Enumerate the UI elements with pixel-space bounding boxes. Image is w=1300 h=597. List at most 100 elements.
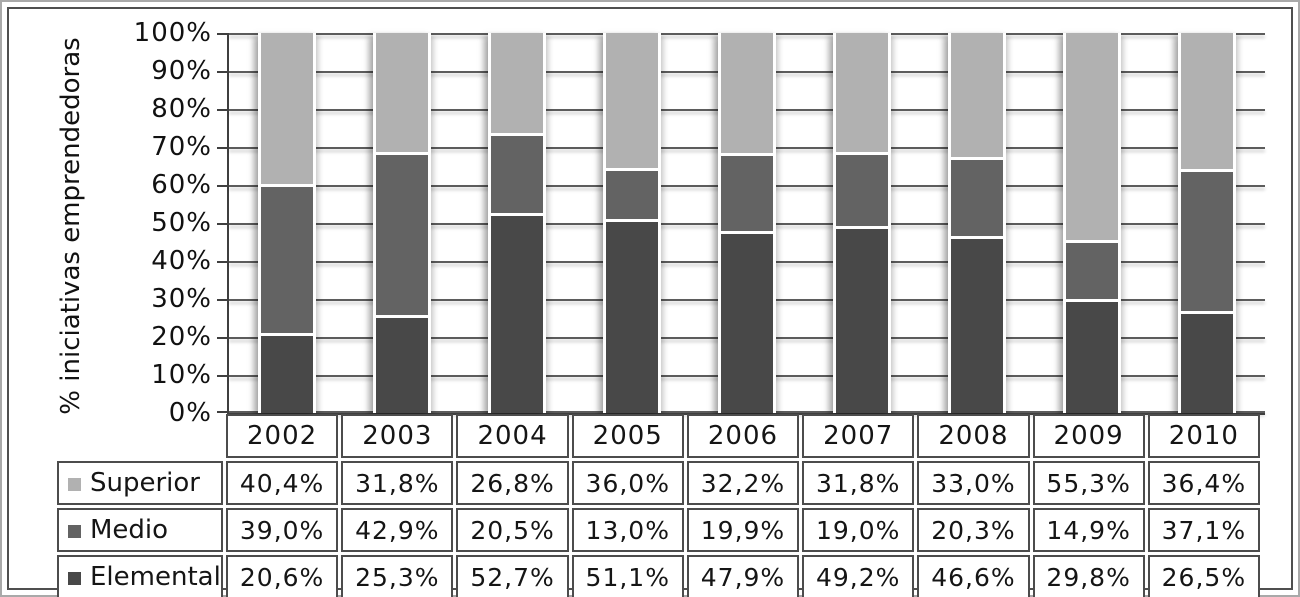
bar-segment-elemental-2009 xyxy=(1066,301,1119,413)
stacked-bar-2003 xyxy=(372,33,431,414)
y-axis-tick-mark xyxy=(217,261,229,263)
value-cell-elemental-2010: 26,5% xyxy=(1147,555,1260,597)
bar-segment-elemental-2005 xyxy=(605,222,658,413)
legend-label: Elemental xyxy=(90,562,221,592)
value-cell-elemental-2002: 20,6% xyxy=(226,555,339,597)
bar-segment-superior-2007 xyxy=(836,33,889,152)
value-cell-elemental-2007: 49,2% xyxy=(802,555,915,597)
stacked-bar-2005 xyxy=(602,33,661,413)
y-axis-tick-mark xyxy=(217,147,229,149)
y-tick-label: 30% xyxy=(151,284,212,314)
y-tick-label: 0% xyxy=(168,398,212,428)
year-header-cell: 2002 xyxy=(226,414,339,458)
legend-cell-superior: Superior xyxy=(57,461,223,505)
y-axis-tick-mark xyxy=(217,337,229,339)
bar-segment-medio-2006 xyxy=(721,156,773,231)
bar-segment-elemental-2003 xyxy=(375,318,428,414)
stacked-bar-2009 xyxy=(1063,33,1122,413)
value-cell-elemental-2006: 47,9% xyxy=(686,555,800,597)
y-tick-label: 40% xyxy=(151,246,212,276)
year-header-cell: 2006 xyxy=(686,414,800,458)
legend-swatch-elemental xyxy=(68,572,81,585)
value-cell-superior-2004: 26,8% xyxy=(456,461,569,505)
bar-segment-medio-2002 xyxy=(260,187,313,333)
bar-segment-elemental-2004 xyxy=(490,215,543,413)
bar-segment-medio-2003 xyxy=(375,154,428,316)
legend-cell-elemental: Elemental xyxy=(57,555,223,597)
y-axis-tick-mark xyxy=(217,33,229,35)
table-row-superior: Superior 40,4% 31,8% 26,8% 36,0% 32,2% 31,8% 33… xyxy=(57,461,1260,505)
bar-segment-superior-2005 xyxy=(605,33,658,168)
value-cell-superior-2002: 40,4% xyxy=(226,461,339,505)
y-tick-label: 90% xyxy=(151,56,212,86)
value-cell-elemental-2008: 46,6% xyxy=(917,555,1030,597)
y-axis-tick-mark xyxy=(217,411,229,413)
bar-segment-superior-2002 xyxy=(260,33,313,185)
value-cell-elemental-2003: 25,3% xyxy=(341,555,454,597)
bar-segment-elemental-2006 xyxy=(721,233,773,413)
value-cell-superior-2009: 55,3% xyxy=(1032,461,1145,505)
bar-segment-elemental-2002 xyxy=(260,335,313,413)
year-header-cell: 2010 xyxy=(1147,414,1260,458)
bar-segment-superior-2009 xyxy=(1066,33,1119,240)
plot-area xyxy=(217,33,1265,415)
value-cell-medio-2008: 20,3% xyxy=(917,508,1030,552)
bar-segment-medio-2007 xyxy=(836,154,889,226)
legend-label: Medio xyxy=(90,515,169,545)
legend-label: Superior xyxy=(90,468,200,498)
value-cell-medio-2005: 13,0% xyxy=(571,508,684,552)
y-axis-tick-mark xyxy=(217,375,229,377)
value-cell-elemental-2004: 52,7% xyxy=(456,555,569,597)
y-axis-tick-mark xyxy=(217,185,229,187)
value-cell-elemental-2005: 51,1% xyxy=(571,555,684,597)
y-tick-label: 80% xyxy=(151,94,212,124)
stacked-bar-2010 xyxy=(1178,33,1237,413)
bar-segment-medio-2010 xyxy=(1181,172,1234,311)
bar-segment-elemental-2007 xyxy=(836,229,889,414)
year-header-cell: 2003 xyxy=(341,414,454,458)
year-header-cell: 2009 xyxy=(1032,414,1145,458)
y-axis-tick-mark xyxy=(217,71,229,73)
value-cell-medio-2007: 19,0% xyxy=(802,508,915,552)
year-header-cell: 2007 xyxy=(802,414,915,458)
stacked-bar-2007 xyxy=(833,33,892,414)
value-cell-elemental-2009: 29,8% xyxy=(1032,555,1145,597)
value-cell-superior-2003: 31,8% xyxy=(341,461,454,505)
bar-segment-medio-2009 xyxy=(1066,242,1119,299)
stacked-bar-2004 xyxy=(487,33,546,413)
year-header-cell: 2005 xyxy=(571,414,684,458)
stacked-bar-2008 xyxy=(948,33,1007,413)
value-cell-medio-2009: 14,9% xyxy=(1032,508,1145,552)
stacked-bar-2006 xyxy=(718,33,776,413)
bar-segment-superior-2006 xyxy=(721,33,773,154)
bar-segment-medio-2005 xyxy=(605,170,658,220)
bar-segment-superior-2010 xyxy=(1181,33,1234,170)
data-table: 2002 2003 2004 2005 2006 2007 2008 2009 2010 Supe… xyxy=(54,411,1263,597)
year-header-cell: 2004 xyxy=(456,414,569,458)
y-tick-label: 100% xyxy=(133,18,212,48)
y-axis-tick-mark xyxy=(217,223,229,225)
y-axis-title: % iniciativas emprendedoras xyxy=(56,37,86,415)
value-cell-medio-2003: 42,9% xyxy=(341,508,454,552)
y-tick-label: 50% xyxy=(151,208,212,238)
y-axis-tick-mark xyxy=(217,109,229,111)
bar-segment-superior-2008 xyxy=(951,33,1004,157)
year-header-cell: 2008 xyxy=(917,414,1030,458)
value-cell-medio-2004: 20,5% xyxy=(456,508,569,552)
bar-segment-superior-2004 xyxy=(490,33,543,134)
y-tick-label: 20% xyxy=(151,322,212,352)
stacked-bar-2002 xyxy=(257,33,316,413)
bar-segment-medio-2004 xyxy=(490,136,543,213)
legend-cell-medio: Medio xyxy=(57,508,223,552)
legend-swatch-superior xyxy=(68,478,81,491)
value-cell-medio-2002: 39,0% xyxy=(226,508,339,552)
bar-segment-elemental-2010 xyxy=(1181,313,1234,413)
table-header-row: 2002 2003 2004 2005 2006 2007 2008 2009 2010 xyxy=(57,414,1260,458)
table-row-elemental: Elemental 20,6% 25,3% 52,7% 51,1% 47,9% 49,2% 4… xyxy=(57,555,1260,597)
table-row-medio: Medio 39,0% 42,9% 20,5% 13,0% 19,9% 19,0% 20,3%… xyxy=(57,508,1260,552)
legend-swatch-medio xyxy=(68,525,81,538)
value-cell-superior-2010: 36,4% xyxy=(1147,461,1260,505)
value-cell-superior-2007: 31,8% xyxy=(802,461,915,505)
value-cell-medio-2006: 19,9% xyxy=(686,508,800,552)
